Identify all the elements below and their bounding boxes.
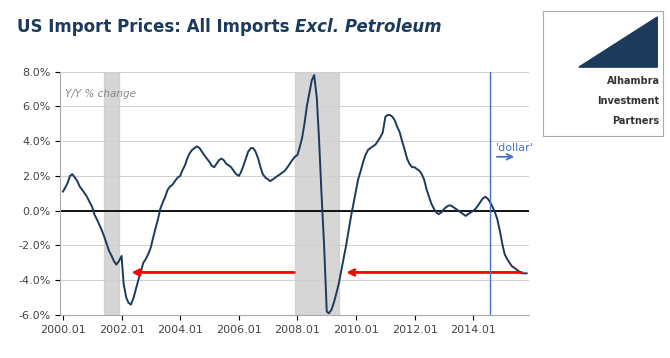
- Text: Alhambra: Alhambra: [606, 76, 660, 86]
- Text: Investment: Investment: [598, 96, 660, 106]
- Text: US Import Prices: All Imports: US Import Prices: All Imports: [17, 18, 295, 36]
- Text: Excl. Petroleum: Excl. Petroleum: [295, 18, 442, 36]
- Text: Y/Y % change: Y/Y % change: [65, 89, 136, 99]
- Bar: [105, 72, 119, 315]
- Text: 'dollar': 'dollar': [496, 143, 533, 153]
- Bar: [295, 72, 339, 315]
- Polygon shape: [579, 17, 657, 67]
- Text: Partners: Partners: [612, 116, 660, 126]
